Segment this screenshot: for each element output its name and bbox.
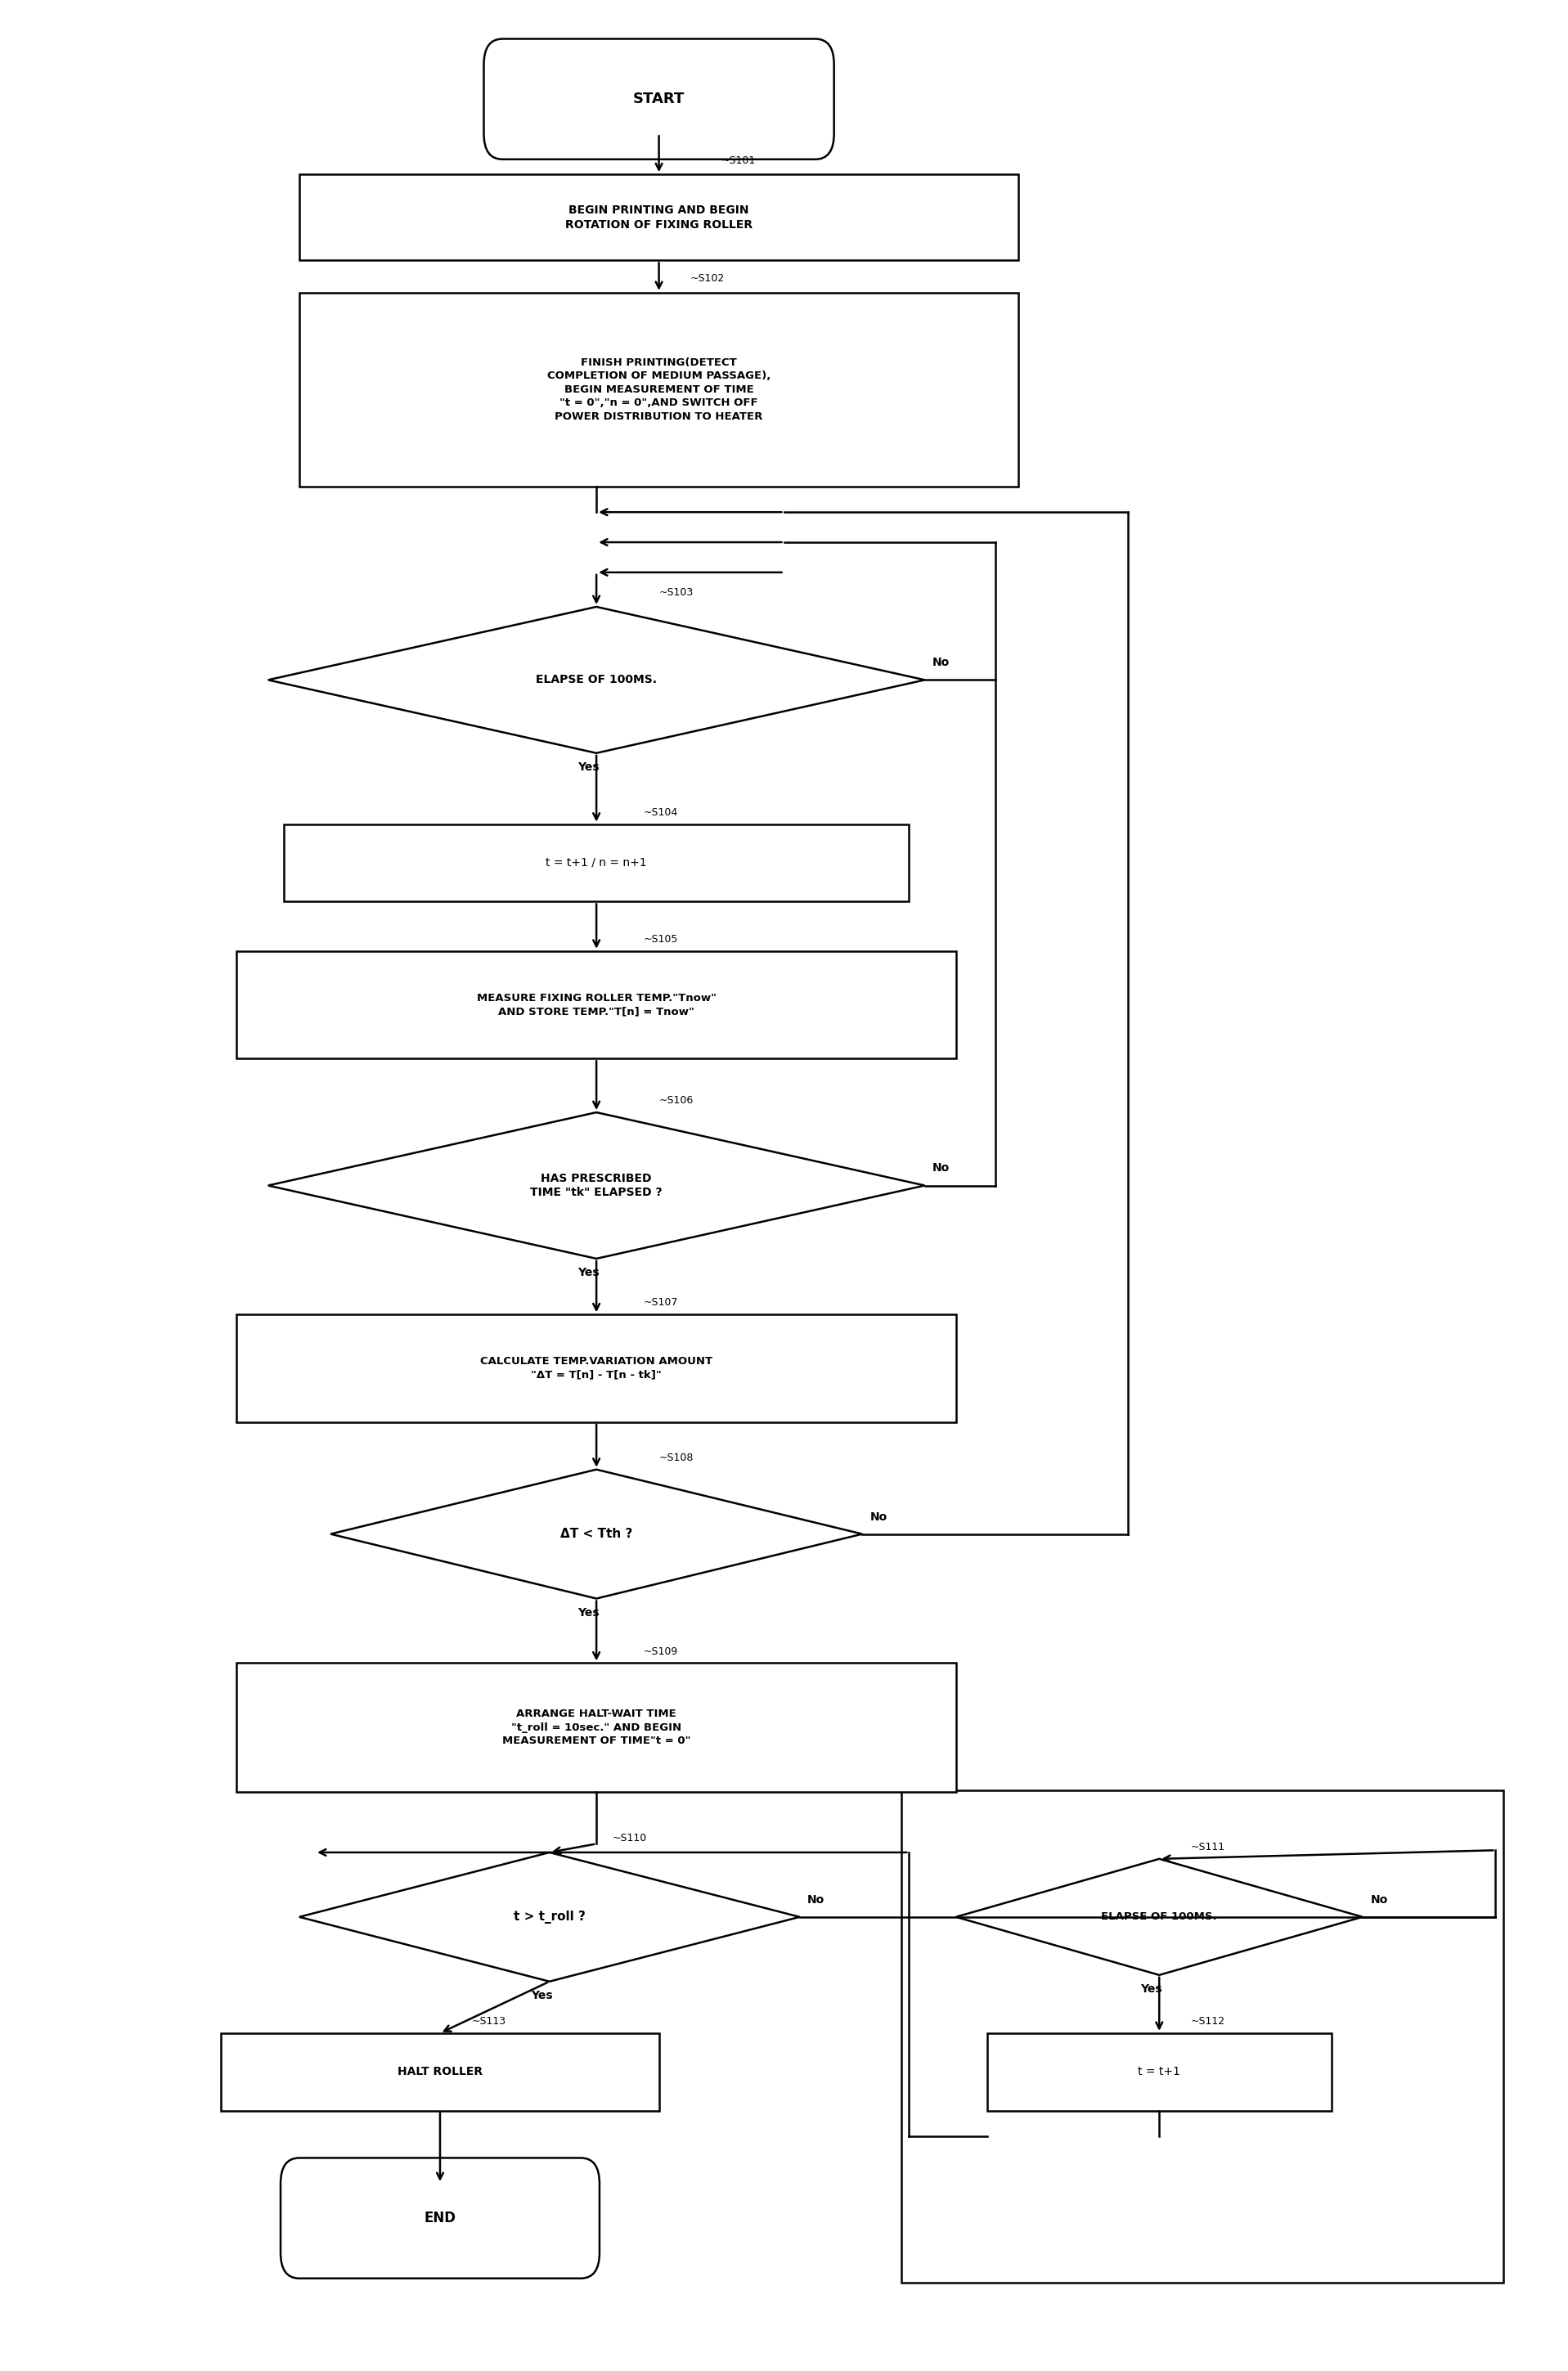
FancyBboxPatch shape — [237, 1662, 956, 1792]
Text: ~S106: ~S106 — [659, 1095, 693, 1105]
FancyBboxPatch shape — [221, 2032, 659, 2110]
Text: No: No — [1370, 1894, 1388, 1906]
Text: ~S109: ~S109 — [643, 1645, 677, 1657]
FancyBboxPatch shape — [485, 38, 834, 159]
Text: ~S112: ~S112 — [1190, 2015, 1225, 2027]
FancyBboxPatch shape — [988, 2032, 1331, 2110]
Text: HAS PRESCRIBED
TIME "tk" ELAPSED ?: HAS PRESCRIBED TIME "tk" ELAPSED ? — [530, 1174, 663, 1197]
Text: Yes: Yes — [577, 1266, 599, 1278]
Text: ~S113: ~S113 — [472, 2015, 506, 2027]
Text: HALT ROLLER: HALT ROLLER — [397, 2065, 483, 2077]
Text: ~S101: ~S101 — [721, 154, 756, 166]
Text: t > t_roll ?: t > t_roll ? — [514, 1911, 585, 1923]
Text: Yes: Yes — [577, 1608, 599, 1619]
Text: ΔT < Tth ?: ΔT < Tth ? — [560, 1527, 632, 1541]
Polygon shape — [268, 1112, 925, 1259]
Text: Yes: Yes — [532, 1989, 552, 2001]
Text: ~S105: ~S105 — [643, 934, 677, 944]
Text: BEGIN PRINTING AND BEGIN
ROTATION OF FIXING ROLLER: BEGIN PRINTING AND BEGIN ROTATION OF FIX… — [564, 204, 753, 230]
Text: Yes: Yes — [1140, 1985, 1162, 1994]
Text: MEASURE FIXING ROLLER TEMP."Tnow"
AND STORE TEMP."T[n] = Tnow": MEASURE FIXING ROLLER TEMP."Tnow" AND ST… — [477, 993, 717, 1017]
Text: No: No — [808, 1894, 825, 1906]
FancyBboxPatch shape — [237, 951, 956, 1057]
FancyBboxPatch shape — [284, 825, 909, 901]
Text: ~S108: ~S108 — [659, 1453, 693, 1463]
FancyBboxPatch shape — [237, 1314, 956, 1423]
Polygon shape — [268, 607, 925, 754]
Text: t = t+1 / n = n+1: t = t+1 / n = n+1 — [546, 856, 648, 868]
Polygon shape — [331, 1470, 862, 1598]
Polygon shape — [956, 1859, 1363, 1975]
Text: CALCULATE TEMP.VARIATION AMOUNT
"ΔT = T[n] - T[n - tk]": CALCULATE TEMP.VARIATION AMOUNT "ΔT = T[… — [480, 1356, 712, 1380]
Text: t = t+1: t = t+1 — [1138, 2065, 1181, 2077]
Text: ELAPSE OF 100MS.: ELAPSE OF 100MS. — [1101, 1911, 1217, 1923]
Polygon shape — [299, 1852, 800, 1982]
Text: END: END — [423, 2210, 456, 2226]
Text: ~S102: ~S102 — [690, 273, 724, 285]
Text: FINISH PRINTING(DETECT
COMPLETION OF MEDIUM PASSAGE),
BEGIN MEASUREMENT OF TIME
: FINISH PRINTING(DETECT COMPLETION OF MED… — [547, 358, 771, 422]
FancyBboxPatch shape — [299, 292, 1019, 486]
Text: ~S107: ~S107 — [643, 1297, 677, 1309]
Text: ELAPSE OF 100MS.: ELAPSE OF 100MS. — [536, 673, 657, 685]
Text: ~S110: ~S110 — [612, 1833, 646, 1845]
Text: ~S104: ~S104 — [643, 806, 677, 818]
Text: ~S111: ~S111 — [1190, 1842, 1225, 1852]
Text: Yes: Yes — [577, 761, 599, 773]
Text: START: START — [633, 92, 685, 107]
Text: No: No — [933, 1162, 950, 1174]
Text: ARRANGE HALT-WAIT TIME
"t_roll = 10sec." AND BEGIN
MEASUREMENT OF TIME"t = 0": ARRANGE HALT-WAIT TIME "t_roll = 10sec."… — [502, 1709, 690, 1747]
Text: No: No — [870, 1510, 887, 1522]
Text: No: No — [933, 657, 950, 669]
FancyBboxPatch shape — [281, 2158, 599, 2279]
Text: ~S103: ~S103 — [659, 588, 693, 597]
FancyBboxPatch shape — [299, 175, 1019, 261]
